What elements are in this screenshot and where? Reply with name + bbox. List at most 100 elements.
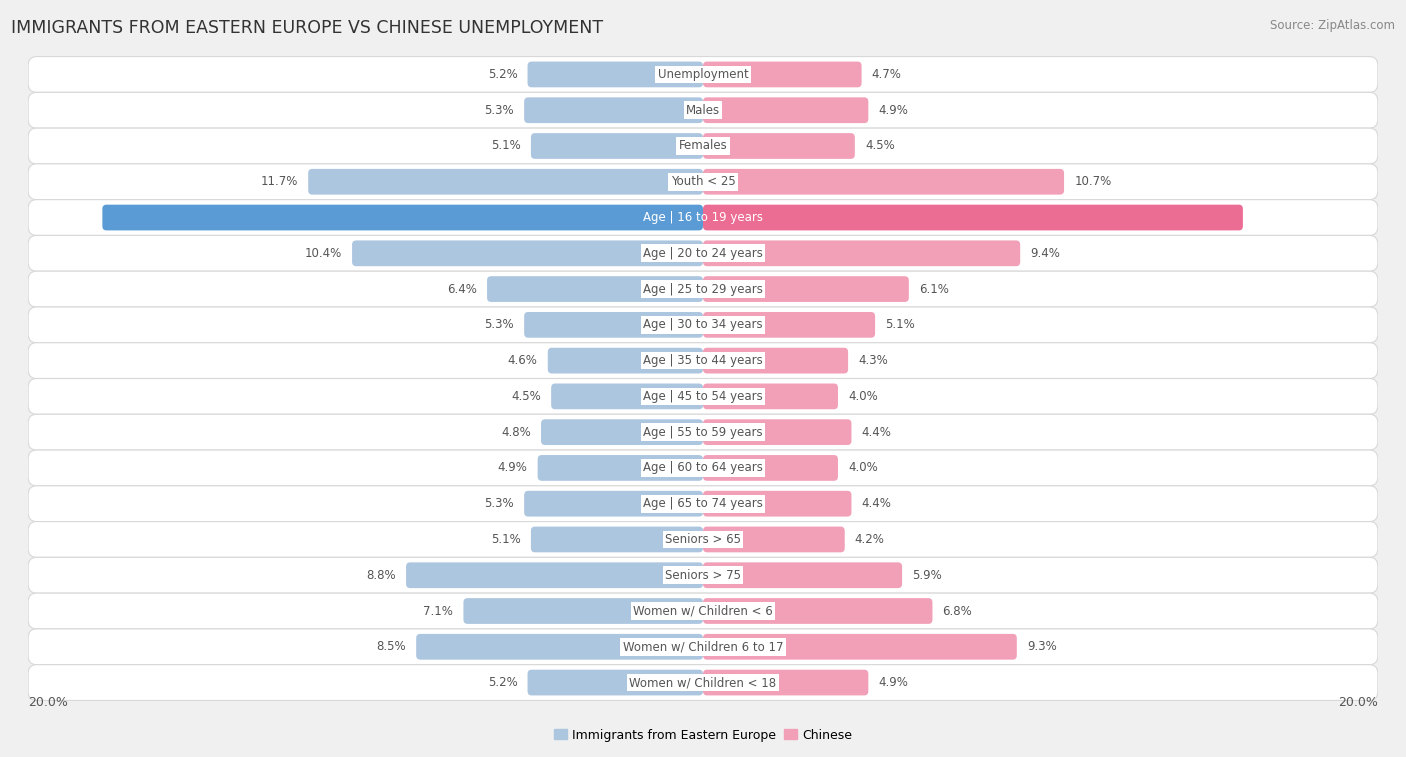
FancyBboxPatch shape <box>524 98 703 123</box>
FancyBboxPatch shape <box>28 414 1378 450</box>
Text: Age | 20 to 24 years: Age | 20 to 24 years <box>643 247 763 260</box>
Text: 20.0%: 20.0% <box>28 696 67 709</box>
Text: Age | 35 to 44 years: Age | 35 to 44 years <box>643 354 763 367</box>
FancyBboxPatch shape <box>103 204 703 230</box>
Text: 5.2%: 5.2% <box>488 68 517 81</box>
Text: Age | 16 to 19 years: Age | 16 to 19 years <box>643 211 763 224</box>
Text: 6.8%: 6.8% <box>942 605 973 618</box>
Text: 4.5%: 4.5% <box>512 390 541 403</box>
FancyBboxPatch shape <box>531 133 703 159</box>
FancyBboxPatch shape <box>703 455 838 481</box>
Text: 10.7%: 10.7% <box>1074 176 1111 188</box>
FancyBboxPatch shape <box>703 347 848 373</box>
FancyBboxPatch shape <box>28 378 1378 414</box>
Text: 5.3%: 5.3% <box>485 319 515 332</box>
FancyBboxPatch shape <box>527 670 703 696</box>
FancyBboxPatch shape <box>537 455 703 481</box>
Text: 9.3%: 9.3% <box>1026 640 1057 653</box>
FancyBboxPatch shape <box>703 562 903 588</box>
Text: 4.2%: 4.2% <box>855 533 884 546</box>
FancyBboxPatch shape <box>486 276 703 302</box>
FancyBboxPatch shape <box>703 133 855 159</box>
FancyBboxPatch shape <box>28 629 1378 665</box>
Text: 20.0%: 20.0% <box>1339 696 1378 709</box>
Text: 11.7%: 11.7% <box>260 176 298 188</box>
FancyBboxPatch shape <box>406 562 703 588</box>
FancyBboxPatch shape <box>28 164 1378 200</box>
FancyBboxPatch shape <box>28 343 1378 378</box>
Text: Age | 60 to 64 years: Age | 60 to 64 years <box>643 462 763 475</box>
Text: Youth < 25: Youth < 25 <box>671 176 735 188</box>
FancyBboxPatch shape <box>703 384 838 410</box>
Text: 5.1%: 5.1% <box>886 319 915 332</box>
FancyBboxPatch shape <box>703 61 862 87</box>
Text: 4.4%: 4.4% <box>862 497 891 510</box>
FancyBboxPatch shape <box>703 634 1017 659</box>
Text: 4.3%: 4.3% <box>858 354 889 367</box>
Text: 9.4%: 9.4% <box>1031 247 1060 260</box>
Text: Women w/ Children < 6: Women w/ Children < 6 <box>633 605 773 618</box>
Text: Age | 45 to 54 years: Age | 45 to 54 years <box>643 390 763 403</box>
Text: 5.2%: 5.2% <box>488 676 517 689</box>
FancyBboxPatch shape <box>703 241 1021 266</box>
Legend: Immigrants from Eastern Europe, Chinese: Immigrants from Eastern Europe, Chinese <box>550 724 856 746</box>
FancyBboxPatch shape <box>541 419 703 445</box>
FancyBboxPatch shape <box>703 312 875 338</box>
FancyBboxPatch shape <box>308 169 703 195</box>
Text: Age | 30 to 34 years: Age | 30 to 34 years <box>643 319 763 332</box>
Text: 5.1%: 5.1% <box>491 139 520 152</box>
Text: 4.0%: 4.0% <box>848 390 877 403</box>
Text: Females: Females <box>679 139 727 152</box>
Text: 10.4%: 10.4% <box>305 247 342 260</box>
FancyBboxPatch shape <box>464 598 703 624</box>
FancyBboxPatch shape <box>28 57 1378 92</box>
Text: 5.3%: 5.3% <box>485 104 515 117</box>
FancyBboxPatch shape <box>551 384 703 410</box>
FancyBboxPatch shape <box>524 491 703 516</box>
Text: 7.1%: 7.1% <box>423 605 453 618</box>
FancyBboxPatch shape <box>703 598 932 624</box>
Text: 5.1%: 5.1% <box>491 533 520 546</box>
FancyBboxPatch shape <box>28 200 1378 235</box>
FancyBboxPatch shape <box>28 557 1378 593</box>
Text: 4.9%: 4.9% <box>879 104 908 117</box>
FancyBboxPatch shape <box>28 522 1378 557</box>
FancyBboxPatch shape <box>703 98 869 123</box>
FancyBboxPatch shape <box>531 527 703 553</box>
FancyBboxPatch shape <box>28 271 1378 307</box>
FancyBboxPatch shape <box>28 307 1378 343</box>
FancyBboxPatch shape <box>527 61 703 87</box>
FancyBboxPatch shape <box>703 670 869 696</box>
Text: 8.8%: 8.8% <box>367 569 396 581</box>
FancyBboxPatch shape <box>28 92 1378 128</box>
Text: 4.5%: 4.5% <box>865 139 894 152</box>
Text: 4.4%: 4.4% <box>862 425 891 438</box>
FancyBboxPatch shape <box>524 312 703 338</box>
Text: 8.5%: 8.5% <box>377 640 406 653</box>
Text: IMMIGRANTS FROM EASTERN EUROPE VS CHINESE UNEMPLOYMENT: IMMIGRANTS FROM EASTERN EUROPE VS CHINES… <box>11 19 603 37</box>
FancyBboxPatch shape <box>352 241 703 266</box>
Text: 17.8%: 17.8% <box>38 211 79 224</box>
Text: 4.6%: 4.6% <box>508 354 537 367</box>
Text: Unemployment: Unemployment <box>658 68 748 81</box>
Text: 4.9%: 4.9% <box>498 462 527 475</box>
FancyBboxPatch shape <box>548 347 703 373</box>
FancyBboxPatch shape <box>703 204 1243 230</box>
FancyBboxPatch shape <box>28 665 1378 700</box>
Text: Seniors > 65: Seniors > 65 <box>665 533 741 546</box>
FancyBboxPatch shape <box>28 128 1378 164</box>
Text: 4.0%: 4.0% <box>848 462 877 475</box>
Text: 6.4%: 6.4% <box>447 282 477 295</box>
Text: 5.9%: 5.9% <box>912 569 942 581</box>
Text: 4.9%: 4.9% <box>879 676 908 689</box>
Text: 6.1%: 6.1% <box>920 282 949 295</box>
Text: Seniors > 75: Seniors > 75 <box>665 569 741 581</box>
FancyBboxPatch shape <box>703 491 852 516</box>
FancyBboxPatch shape <box>416 634 703 659</box>
Text: 16.0%: 16.0% <box>1327 211 1368 224</box>
Text: Age | 55 to 59 years: Age | 55 to 59 years <box>643 425 763 438</box>
FancyBboxPatch shape <box>703 276 908 302</box>
Text: Age | 25 to 29 years: Age | 25 to 29 years <box>643 282 763 295</box>
Text: Age | 65 to 74 years: Age | 65 to 74 years <box>643 497 763 510</box>
Text: Source: ZipAtlas.com: Source: ZipAtlas.com <box>1270 19 1395 32</box>
